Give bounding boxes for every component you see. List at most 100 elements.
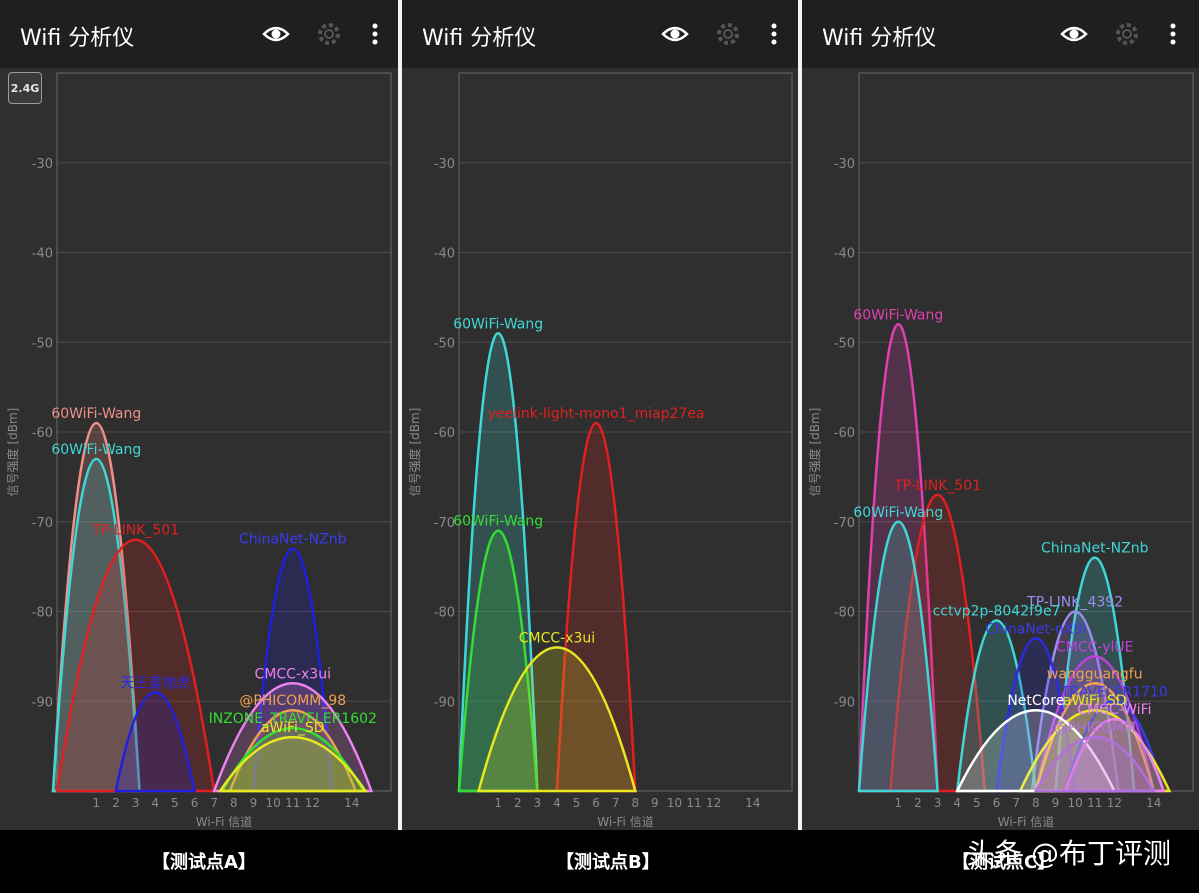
x-tick-label: 14: [745, 796, 760, 810]
y-tick-label: -30: [32, 157, 53, 172]
x-tick-label: 2: [914, 796, 922, 810]
x-tick-label: 10: [667, 796, 682, 810]
gear-icon[interactable]: [1107, 14, 1147, 54]
more-menu-icon[interactable]: [754, 14, 794, 54]
y-tick-label: -40: [834, 247, 855, 262]
y-tick-label: -60: [32, 426, 53, 441]
x-tick-label: 1: [494, 796, 502, 810]
x-tick-label: 12: [1107, 796, 1122, 810]
signal-curve: [55, 538, 216, 793]
y-tick-label: -80: [434, 606, 455, 621]
network-label: 天王盖地虎: [120, 675, 190, 691]
x-tick-label: 4: [151, 796, 159, 810]
network-label: yeelink-light-mono1_miap27ea: [488, 406, 705, 422]
x-tick-label: 7: [210, 796, 218, 810]
gear-icon[interactable]: [309, 14, 349, 54]
network-label: TP-LINK_501: [893, 478, 981, 494]
signal-curve: [955, 708, 1117, 793]
x-tick-label: 3: [534, 796, 542, 810]
network-label: CMCC-WiFi: [1077, 702, 1151, 718]
signal-curve: [457, 529, 539, 793]
app-title: Wifi 分析仪: [422, 26, 537, 51]
signal-curve: [555, 421, 637, 793]
more-menu-icon[interactable]: [1153, 14, 1193, 54]
panel-b: Wifi 分析仪 -30 -40 -50 -60 -70 -80 -90 1 2 3 4 5 6 7 8 9 1…: [402, 0, 798, 830]
y-tick-label: -80: [32, 606, 53, 621]
network-label: wangguangfu: [1047, 666, 1143, 682]
network-label: @PHICOMM: [1054, 720, 1136, 736]
x-tick-label: 5: [973, 796, 981, 810]
x-tick-label: 6: [191, 796, 199, 810]
band-2-4g-button[interactable]: 2.4G: [8, 72, 42, 104]
x-tick-label: 4: [953, 796, 961, 810]
y-tick-label: -30: [434, 157, 455, 172]
network-label: NetCore: [1007, 693, 1064, 709]
more-menu-icon[interactable]: [355, 14, 395, 54]
x-tick-label: 11: [1087, 796, 1102, 810]
gear-icon[interactable]: [708, 14, 748, 54]
network-label: CMCC-x3ui: [255, 666, 331, 682]
y-tick-label: -90: [834, 695, 855, 710]
signal-curve: [476, 646, 637, 793]
app-title: Wifi 分析仪: [822, 26, 937, 51]
x-tick-label: 11: [285, 796, 300, 810]
x-tick-label: 12: [706, 796, 721, 810]
signal-curve: [114, 691, 197, 793]
network-label: TRAVELER1710: [1060, 684, 1168, 700]
x-tick-label: 5: [171, 796, 179, 810]
x-axis-label: Wi-Fi 信道: [998, 815, 1054, 829]
network-label: 60WiFi-Wang: [853, 307, 943, 323]
signal-curve: [857, 323, 939, 793]
y-tick-label: -30: [834, 157, 855, 172]
x-tick-label: 11: [686, 796, 701, 810]
y-tick-label: -90: [32, 695, 53, 710]
y-tick-label: -60: [434, 426, 455, 441]
x-tick-label: 1: [894, 796, 902, 810]
network-label: CMCC-ylUE: [1056, 639, 1133, 655]
signal-curve: [51, 421, 141, 793]
y-tick-label: -80: [834, 606, 855, 621]
y-tick-label: -90: [434, 695, 455, 710]
network-label: aWiFi_SD: [1063, 693, 1127, 709]
x-tick-label: 3: [934, 796, 942, 810]
network-label: 60WiFi-Wang: [453, 514, 543, 530]
signal-curve: [955, 619, 1038, 793]
caption-c: 【测试点C】: [952, 852, 1056, 873]
app-title: Wifi 分析仪: [20, 26, 135, 51]
x-tick-label: 6: [592, 796, 600, 810]
signal-curve: [217, 736, 368, 793]
y-axis-label: 信号强度 [dBm]: [5, 408, 20, 497]
signal-curve: [995, 637, 1077, 793]
eye-icon[interactable]: [256, 14, 296, 54]
x-tick-label: 8: [1032, 796, 1040, 810]
x-tick-label: 9: [651, 796, 659, 810]
x-tick-label: 5: [573, 796, 581, 810]
network-label: INZONE_TRAVELER1602: [209, 711, 377, 727]
network-label: ChinaNet-NZnb: [239, 532, 347, 548]
eye-icon[interactable]: [1054, 14, 1094, 54]
eye-icon[interactable]: [655, 14, 695, 54]
app-bar: Wifi 分析仪: [402, 0, 798, 68]
x-tick-label: 3: [132, 796, 140, 810]
network-label: TP-LINK_501: [91, 523, 179, 539]
y-tick-label: -40: [32, 247, 53, 262]
signal-curve: [1033, 736, 1156, 793]
y-tick-label: -50: [434, 336, 455, 351]
x-tick-label: 2: [514, 796, 522, 810]
network-label: aWiFi_SD: [261, 720, 325, 736]
x-tick-label: 2: [112, 796, 120, 810]
x-tick-label: 14: [344, 796, 359, 810]
y-tick-label: -60: [834, 426, 855, 441]
y-tick-label: -70: [834, 516, 855, 531]
network-label: 60WiFi-Wang: [51, 406, 141, 422]
signal-curve: [51, 458, 141, 793]
network-label: cctvp2p-8042f9e7: [933, 603, 1061, 619]
signal-chart: -30-40-50-60-70-80-901 2 3 4 5 6 7 8 9 10 11 12 14Wi…: [807, 72, 1194, 829]
y-tick-label: -40: [434, 247, 455, 262]
network-label: CMCC-x3ui: [519, 630, 595, 646]
x-tick-label: 6: [993, 796, 1001, 810]
x-tick-label: 12: [305, 796, 320, 810]
caption-b: 【测试点B】: [556, 852, 660, 873]
network-label: @PHICOMM_98: [239, 693, 346, 709]
y-axis-label: 信号强度 [dBm]: [407, 408, 422, 497]
